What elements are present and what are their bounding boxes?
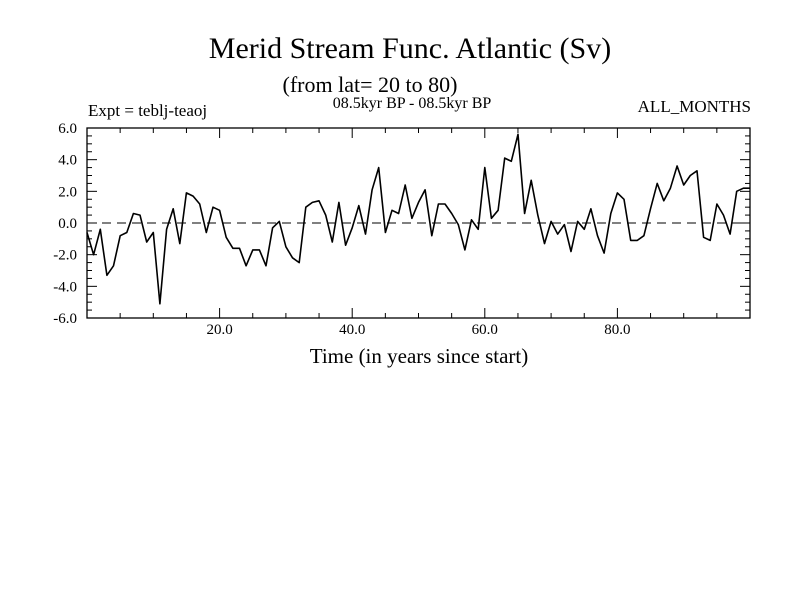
x-tick-label: 40.0 (339, 322, 365, 338)
x-tick-label: 80.0 (604, 322, 630, 338)
experiment-label: Expt = teblj-teaoj (88, 101, 207, 120)
period-label: 08.5kyr BP - 08.5kyr BP (333, 95, 492, 112)
y-tick-label: -4.0 (53, 279, 77, 295)
series-line (86, 133, 750, 305)
y-tick-label: 0.0 (58, 216, 77, 232)
y-tick-label: 4.0 (58, 153, 77, 169)
y-tick-label: -6.0 (53, 311, 77, 327)
x-axis-label: Time (in years since start) (310, 344, 529, 368)
x-tick-label: 60.0 (472, 322, 498, 338)
y-tick-label: 6.0 (58, 121, 77, 137)
plot-area: 20.0 40.0 60.0 80.0 -6.0 -4.0 -2.0 0.0 2.0 4.0 6.0 (53, 121, 751, 338)
x-tick-label: 20.0 (206, 322, 232, 338)
chart-title: Merid Stream Func. Atlantic (Sv) (209, 32, 611, 65)
y-tick-label: 2.0 (58, 184, 77, 200)
y-tick-label: -2.0 (53, 248, 77, 264)
chart-subtitle: (from lat= 20 to 80) (283, 72, 458, 97)
months-label: ALL_MONTHS (638, 97, 751, 116)
